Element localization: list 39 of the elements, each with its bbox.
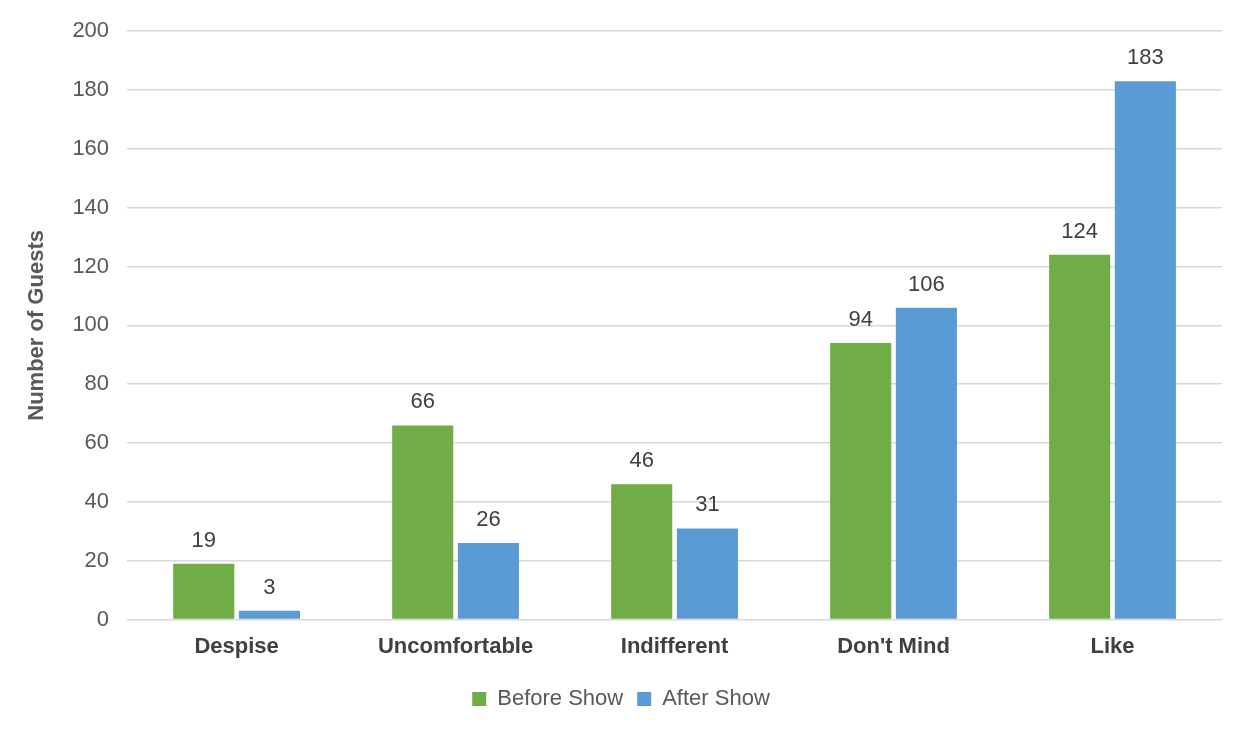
data-label: 19 bbox=[191, 526, 216, 552]
y-tick-label: 160 bbox=[72, 134, 110, 160]
data-label: 66 bbox=[410, 388, 435, 414]
legend-label: After Show bbox=[662, 685, 770, 711]
data-label: 46 bbox=[629, 447, 654, 473]
data-label: 124 bbox=[1061, 217, 1099, 243]
data-label: 31 bbox=[695, 491, 720, 517]
y-tick-label: 0 bbox=[96, 605, 110, 631]
bar bbox=[1049, 254, 1111, 619]
bar bbox=[457, 543, 519, 619]
bar bbox=[830, 343, 892, 619]
bar bbox=[392, 425, 454, 619]
data-label: 26 bbox=[476, 506, 501, 532]
bar bbox=[1114, 81, 1176, 619]
x-tick-label: Like bbox=[1090, 632, 1135, 658]
bar bbox=[611, 484, 673, 619]
legend-label: Before Show bbox=[497, 685, 624, 711]
y-axis-title: Number of Guests bbox=[23, 230, 49, 421]
y-tick-label: 100 bbox=[72, 311, 110, 337]
data-label: 94 bbox=[848, 306, 873, 332]
y-tick-label: 80 bbox=[84, 370, 110, 396]
y-tick-label: 140 bbox=[72, 193, 110, 219]
bar bbox=[676, 528, 738, 619]
y-tick-label: 180 bbox=[72, 76, 110, 102]
data-label: 183 bbox=[1127, 44, 1164, 70]
y-tick-label: 200 bbox=[72, 17, 110, 43]
x-tick-label: Don't Mind bbox=[837, 632, 950, 658]
x-tick-label: Indifferent bbox=[620, 632, 729, 658]
bar bbox=[173, 563, 235, 619]
y-tick-label: 40 bbox=[84, 487, 110, 513]
y-tick-label: 20 bbox=[84, 546, 110, 572]
y-tick-label: 60 bbox=[84, 429, 110, 455]
x-tick-label: Despise bbox=[194, 632, 279, 658]
data-label: 106 bbox=[908, 270, 945, 296]
bar bbox=[238, 610, 300, 619]
data-label: 3 bbox=[263, 573, 276, 599]
y-tick-label: 120 bbox=[72, 252, 110, 278]
x-tick-label: Uncomfortable bbox=[377, 632, 534, 658]
bar bbox=[895, 307, 957, 619]
